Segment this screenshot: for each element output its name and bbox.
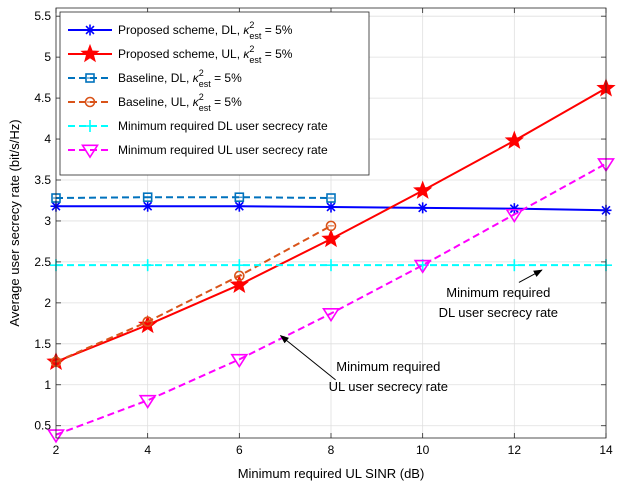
data-point — [230, 353, 249, 368]
legend-label: Baseline, DL, κ2 est = 5% — [118, 68, 242, 89]
data-point — [504, 130, 524, 149]
y-axis-label: Average user secrecy rate (bit/s/Hz) — [7, 119, 22, 326]
data-point — [142, 192, 153, 202]
x-tick-label: 14 — [599, 443, 613, 457]
data-point — [325, 259, 337, 272]
y-tick-label: 5 — [44, 50, 51, 64]
data-point — [233, 200, 245, 212]
y-tick-label: 4 — [44, 132, 51, 146]
x-tick-label: 12 — [508, 443, 522, 457]
data-point — [325, 201, 337, 213]
legend-label: Minimum required UL user secrecy rate — [118, 143, 328, 157]
data-point — [508, 259, 521, 272]
legend: Proposed scheme, DL, κ2 est = 5% Proposed … — [59, 11, 370, 176]
legend-box — [59, 11, 370, 176]
data-point — [85, 73, 95, 83]
data-point — [84, 24, 96, 36]
annotation-text: Minimum required — [336, 359, 440, 374]
legend-entry: Proposed scheme, UL, κ2 est = 5% — [68, 43, 293, 65]
data-point — [142, 316, 153, 327]
y-tick-label: 3 — [44, 214, 51, 228]
data-point — [233, 259, 246, 272]
y-tick-label: 1 — [44, 378, 51, 392]
data-point — [417, 202, 429, 214]
y-tick-label: 2 — [44, 296, 51, 310]
annotation: Minimum required DL user secrecy rate — [439, 269, 558, 320]
data-point — [234, 192, 245, 202]
y-tick-label: 5.5 — [34, 9, 51, 23]
data-point — [229, 274, 249, 294]
data-point — [413, 259, 432, 274]
x-tick-label: 10 — [416, 443, 430, 457]
annotation-text: DL user secrecy rate — [439, 305, 558, 320]
legend-entry: Minimum required DL user secrecy rate — [68, 119, 328, 133]
x-tick-label: 8 — [328, 443, 335, 457]
data-point — [84, 120, 96, 132]
legend-label: Minimum required DL user secrecy rate — [118, 119, 328, 133]
x-tick-label: 6 — [236, 443, 243, 457]
data-point — [81, 144, 99, 159]
data-point — [234, 270, 245, 282]
legend-label: Proposed scheme, UL, κ2 est = 5% — [118, 44, 293, 65]
series — [47, 158, 615, 444]
data-point — [138, 314, 158, 334]
legend-label: Baseline, UL, κ2 est = 5% — [118, 92, 242, 113]
x-tick-label: 2 — [53, 443, 60, 457]
data-point — [505, 208, 524, 224]
annotation-arrow — [279, 334, 336, 381]
series-line — [55, 224, 332, 363]
annotation-arrow — [518, 269, 543, 283]
legend-entry: Minimum required UL user secrecy rate — [68, 143, 328, 159]
y-tick-label: 4.5 — [34, 91, 51, 105]
data-point — [138, 394, 157, 409]
legend-label: Proposed scheme, DL, κ2 est = 5% — [118, 20, 293, 41]
series-line — [55, 162, 607, 436]
x-axis-label: Minimum required UL SINR (dB) — [238, 466, 425, 481]
y-tick-label: 1.5 — [34, 337, 51, 351]
legend-entry: Baseline, UL, κ2 est = 5% — [68, 92, 242, 113]
y-tick-label: 3.5 — [34, 173, 51, 187]
data-point — [322, 308, 340, 323]
series-line — [55, 196, 332, 200]
data-point — [142, 200, 154, 212]
series-layer — [46, 78, 616, 444]
data-point — [84, 96, 96, 108]
data-point — [325, 220, 337, 232]
legend-entry: Proposed scheme, DL, κ2 est = 5% — [68, 20, 293, 41]
data-point — [80, 43, 100, 63]
annotation-text: UL user secrecy rate — [329, 379, 448, 394]
data-point — [508, 203, 520, 215]
x-tick-label: 4 — [144, 443, 151, 457]
y-tick-label: 2.5 — [34, 255, 51, 269]
y-tick-label: 0.5 — [34, 419, 51, 433]
legend-entry: Baseline, DL, κ2 est = 5% — [68, 68, 242, 89]
annotation: Minimum required UL user secrecy rate — [279, 334, 448, 394]
data-point — [326, 193, 336, 203]
annotation-text: Minimum required — [446, 285, 550, 300]
tick-labels: 2 4 6 8 10 12 14 0.5 1 1.5 2 2.5 3 3.5 4 4.5 5 5.5 — [34, 8, 613, 457]
data-point — [141, 259, 154, 272]
data-point — [413, 180, 433, 199]
data-point — [321, 228, 341, 248]
